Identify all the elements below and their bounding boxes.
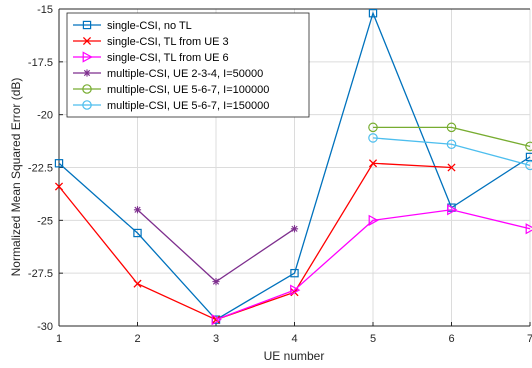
- data-point: [446, 139, 457, 150]
- data-point: [525, 223, 532, 235]
- x-tick-label: 5: [370, 333, 376, 345]
- y-tick-label: -15: [37, 4, 53, 16]
- series-6: [368, 133, 532, 171]
- y-tick-label: -25: [37, 215, 53, 227]
- legend-swatch-marker: [82, 84, 92, 94]
- data-point: [525, 160, 532, 171]
- series-line: [372, 137, 531, 167]
- y-tick-label: -22.5: [28, 163, 53, 175]
- legend-swatch-marker: [83, 69, 91, 77]
- data-point: [447, 204, 458, 216]
- series-4: [133, 206, 299, 286]
- data-point: [54, 182, 64, 191]
- data-point: [368, 159, 378, 168]
- legend-entry: single-CSI, TL from UE 3: [73, 36, 229, 48]
- legend-label: single-CSI, no TL: [107, 20, 192, 32]
- legend-label: single-CSI, TL from UE 3: [107, 36, 229, 48]
- legend-entry: multiple-CSI, UE 5-6-7, I=150000: [73, 100, 269, 112]
- legend-entry: single-CSI, no TL: [73, 20, 192, 32]
- data-point: [447, 163, 456, 172]
- data-point: [133, 228, 142, 238]
- data-point: [368, 214, 379, 226]
- data-point: [133, 206, 142, 214]
- data-point: [368, 133, 378, 143]
- y-tick-label: -17.5: [28, 57, 53, 69]
- x-tick-label: 6: [448, 333, 454, 345]
- legend-entry: single-CSI, TL from UE 6: [73, 51, 229, 64]
- data-point: [368, 9, 378, 18]
- x-tick-label: 3: [213, 333, 219, 345]
- legend-label: multiple-CSI, UE 2-3-4, I=50000: [107, 68, 263, 80]
- x-tick-label: 2: [134, 333, 140, 345]
- legend-entry: multiple-CSI, UE 2-3-4, I=50000: [73, 68, 263, 80]
- data-point: [133, 279, 142, 288]
- data-point: [54, 159, 64, 168]
- x-tick-label: 1: [56, 333, 62, 345]
- axes: [58, 8, 531, 327]
- legend-swatch-marker: [82, 100, 92, 110]
- x-tick-label: 4: [291, 333, 297, 345]
- legend-label: multiple-CSI, UE 5-6-7, I=100000: [107, 84, 269, 96]
- data-point: [525, 141, 532, 152]
- y-tick-label: -27.5: [28, 268, 53, 280]
- series-2: [54, 159, 456, 324]
- series-3: [211, 204, 532, 326]
- legend-label: multiple-CSI, UE 5-6-7, I=150000: [107, 100, 269, 112]
- plot-area: [54, 9, 532, 326]
- data-point: [290, 225, 299, 233]
- series-line: [215, 209, 531, 321]
- legend-swatch-marker: [82, 20, 92, 30]
- x-axis-label: UE number: [264, 349, 325, 363]
- legend: single-CSI, no TL single-CSI, TL from UE …: [66, 12, 310, 118]
- legend-entry: multiple-CSI, UE 5-6-7, I=100000: [73, 84, 269, 96]
- data-point: [290, 268, 299, 278]
- legend-swatch-marker: [82, 36, 92, 46]
- data-point: [368, 122, 378, 133]
- x-tick-label: 7: [527, 333, 532, 345]
- data-point: [211, 314, 222, 326]
- legend-swatch-marker: [82, 51, 93, 63]
- data-point: [290, 284, 301, 296]
- y-tick-label: -20: [37, 110, 53, 122]
- data-point: [446, 122, 457, 133]
- y-tick-label: -30: [37, 321, 53, 333]
- data-point: [525, 152, 532, 162]
- legend-label: single-CSI, TL from UE 6: [107, 52, 229, 64]
- data-point: [212, 278, 220, 286]
- series-line: [373, 126, 531, 147]
- series-5: [368, 122, 532, 152]
- legend-box: [66, 12, 310, 118]
- series-line: [58, 162, 452, 321]
- tick-labels: 1 2 3 4 5 6 7 -15 -17.5 -20 -22.5 -25 -27.5 -30: [28, 4, 532, 345]
- y-axis-label: Normalized Mean Squared Error (dB): [9, 78, 23, 277]
